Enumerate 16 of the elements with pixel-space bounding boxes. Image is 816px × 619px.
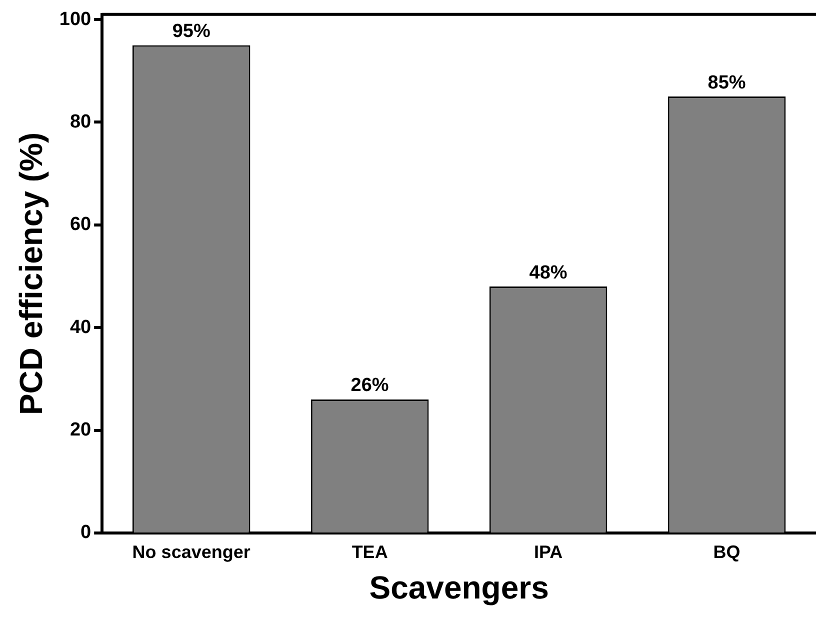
data-label: 95% xyxy=(172,20,210,42)
x-axis-title: Scavengers xyxy=(369,570,549,606)
data-label: 26% xyxy=(350,375,389,396)
x-tick-label: BQ xyxy=(713,542,740,562)
x-tick-label: TEA xyxy=(352,542,388,562)
y-tick-label: 100 xyxy=(59,8,92,30)
y-axis-title: PCD efficiency (%) xyxy=(13,132,50,416)
data-label: 48% xyxy=(529,262,568,284)
x-tick-label: IPA xyxy=(534,542,563,562)
y-tick-label: 40 xyxy=(70,316,92,338)
data-label: 85% xyxy=(708,72,746,94)
y-tick-label: 20 xyxy=(70,420,92,441)
y-tick-label: 0 xyxy=(80,522,92,544)
x-tick-label: No scavenger xyxy=(132,542,250,562)
y-tick-label: 60 xyxy=(70,214,92,236)
y-tick-label: 80 xyxy=(70,111,92,132)
